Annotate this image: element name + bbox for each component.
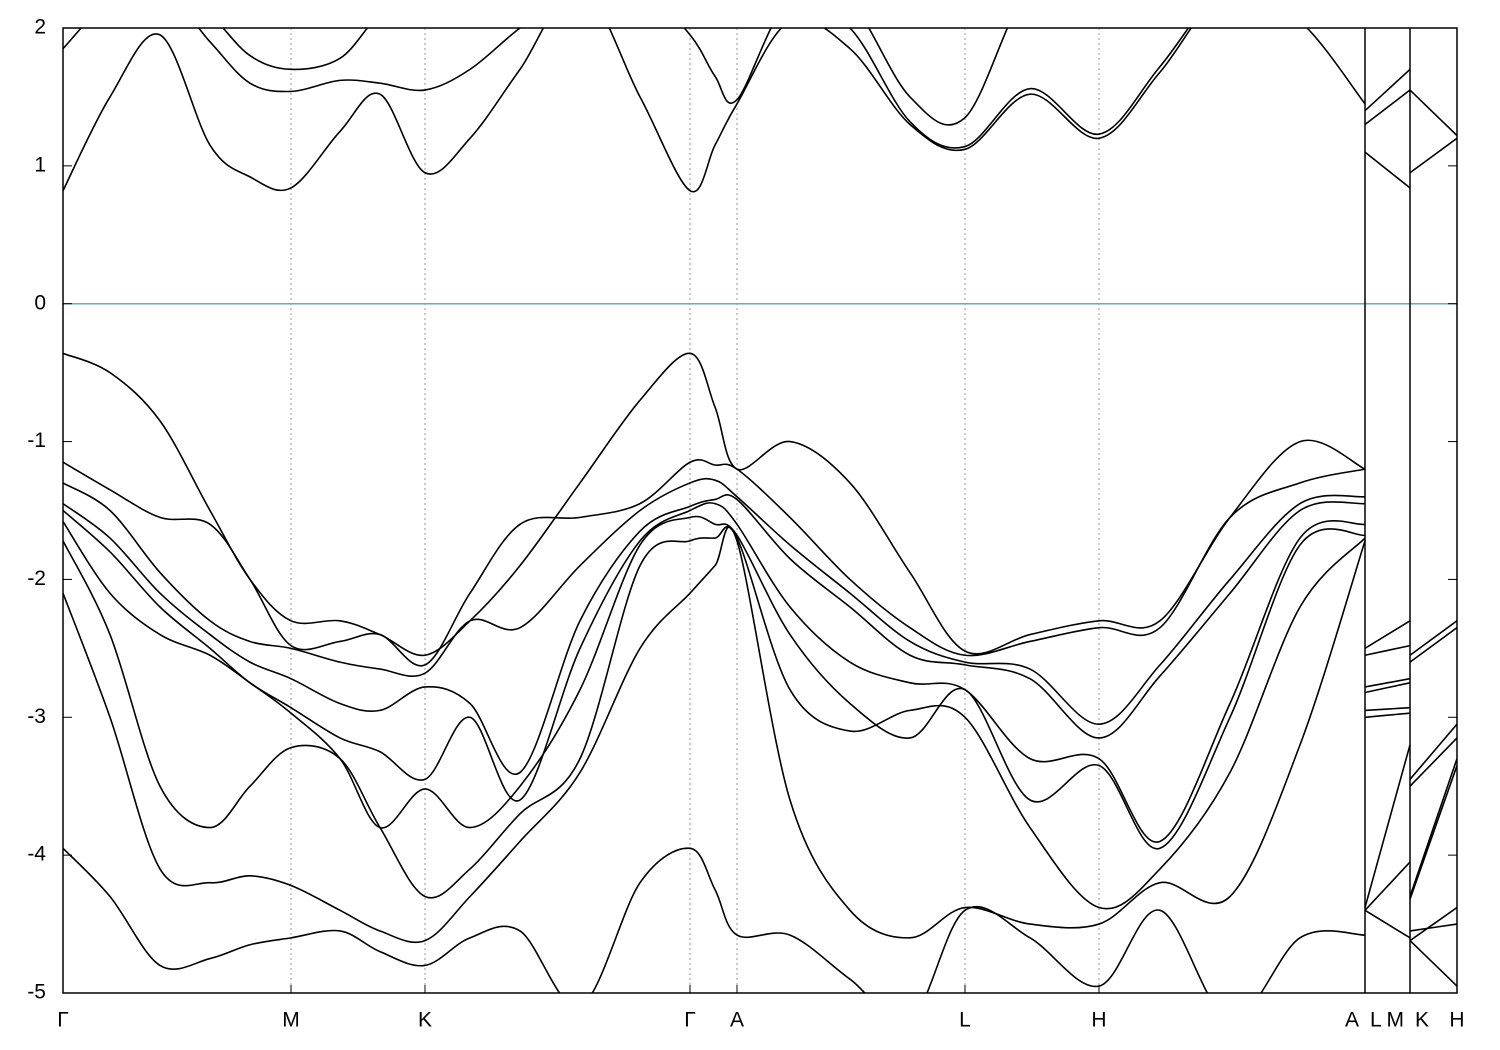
band-line [63, 502, 1457, 897]
band-line [63, 477, 1457, 780]
bands-layer [63, 28, 1457, 993]
band-line [63, 526, 1457, 942]
y-tick-label: -5 [27, 981, 46, 1004]
band-line [63, 28, 1457, 193]
x-tick-label: H [1091, 1009, 1106, 1032]
band-line [63, 526, 1457, 944]
band-line [63, 459, 1457, 667]
x-tick-label: M [1387, 1009, 1405, 1032]
x-tick-label: K [1415, 1009, 1429, 1032]
y-tick-label: -3 [27, 705, 46, 728]
band-line [63, 847, 1457, 993]
x-tick-label: Γ [57, 1009, 69, 1032]
y-tick-label: 0 [34, 291, 46, 314]
grid-layer [62, 28, 1458, 993]
band-line [63, 515, 1457, 900]
band-line [63, 352, 1457, 657]
band-line [222, 28, 1411, 126]
y-tick-label: 2 [34, 16, 46, 39]
x-tick-label: L [1370, 1009, 1382, 1032]
x-tick-label: L [959, 1009, 971, 1032]
x-tick-label: K [418, 1009, 432, 1032]
y-tick-label: -1 [27, 429, 46, 452]
y-tick-label: -2 [27, 567, 46, 590]
x-tick-label: A [730, 1009, 744, 1032]
x-tick-label: Γ [684, 1009, 696, 1032]
band-line [63, 28, 1457, 149]
plot-frame [62, 27, 1458, 994]
x-tick-label: M [282, 1009, 300, 1032]
band-line [63, 494, 1457, 787]
y-tick-label: -4 [27, 843, 46, 866]
x-tick-label: H [1449, 1009, 1464, 1032]
x-tick-label: A [1345, 1009, 1359, 1032]
y-tick-label: 1 [34, 153, 46, 176]
